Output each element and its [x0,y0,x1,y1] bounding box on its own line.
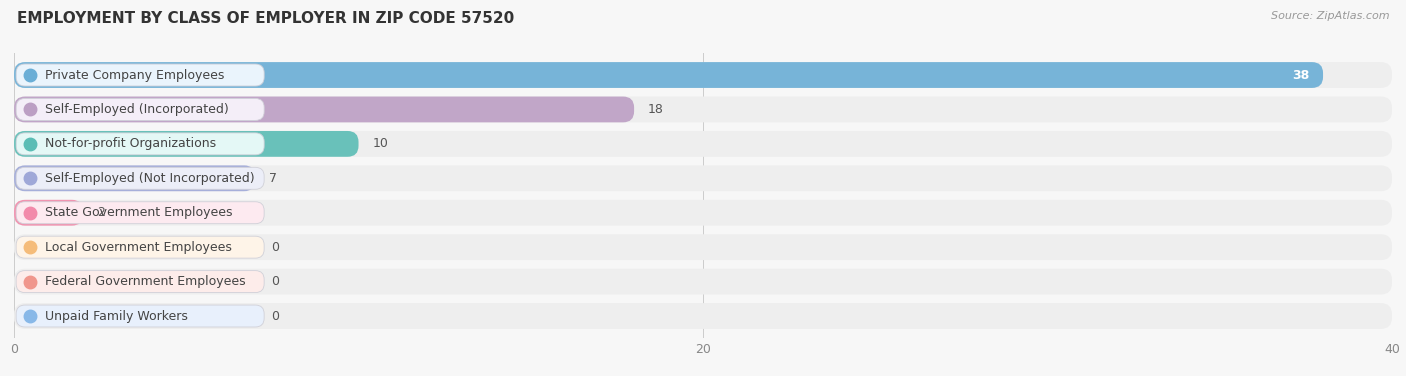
Text: Self-Employed (Incorporated): Self-Employed (Incorporated) [45,103,229,116]
FancyBboxPatch shape [15,305,264,327]
FancyBboxPatch shape [15,202,264,224]
FancyBboxPatch shape [14,303,1392,329]
FancyBboxPatch shape [14,200,1392,226]
FancyBboxPatch shape [14,165,256,191]
Text: 38: 38 [1292,68,1309,82]
FancyBboxPatch shape [14,200,83,226]
FancyBboxPatch shape [14,97,1392,122]
Text: Federal Government Employees: Federal Government Employees [45,275,246,288]
Text: 10: 10 [373,137,388,150]
Text: EMPLOYMENT BY CLASS OF EMPLOYER IN ZIP CODE 57520: EMPLOYMENT BY CLASS OF EMPLOYER IN ZIP C… [17,11,515,26]
Text: Private Company Employees: Private Company Employees [45,68,225,82]
FancyBboxPatch shape [15,236,264,258]
FancyBboxPatch shape [14,234,1392,260]
Text: Self-Employed (Not Incorporated): Self-Employed (Not Incorporated) [45,172,254,185]
FancyBboxPatch shape [15,99,264,120]
Text: 0: 0 [271,275,278,288]
Text: Not-for-profit Organizations: Not-for-profit Organizations [45,137,217,150]
FancyBboxPatch shape [15,133,264,155]
Text: Unpaid Family Workers: Unpaid Family Workers [45,309,188,323]
Text: Local Government Employees: Local Government Employees [45,241,232,254]
Text: Source: ZipAtlas.com: Source: ZipAtlas.com [1271,11,1389,21]
Text: 0: 0 [271,309,278,323]
FancyBboxPatch shape [14,269,1392,294]
FancyBboxPatch shape [15,167,264,189]
FancyBboxPatch shape [14,62,1323,88]
FancyBboxPatch shape [14,97,634,122]
FancyBboxPatch shape [15,271,264,293]
FancyBboxPatch shape [14,165,1392,191]
Text: 0: 0 [271,241,278,254]
Text: State Government Employees: State Government Employees [45,206,232,219]
FancyBboxPatch shape [14,131,1392,157]
FancyBboxPatch shape [14,62,1392,88]
Text: 7: 7 [269,172,277,185]
Text: 18: 18 [648,103,664,116]
FancyBboxPatch shape [15,64,264,86]
FancyBboxPatch shape [14,131,359,157]
Text: 2: 2 [97,206,104,219]
